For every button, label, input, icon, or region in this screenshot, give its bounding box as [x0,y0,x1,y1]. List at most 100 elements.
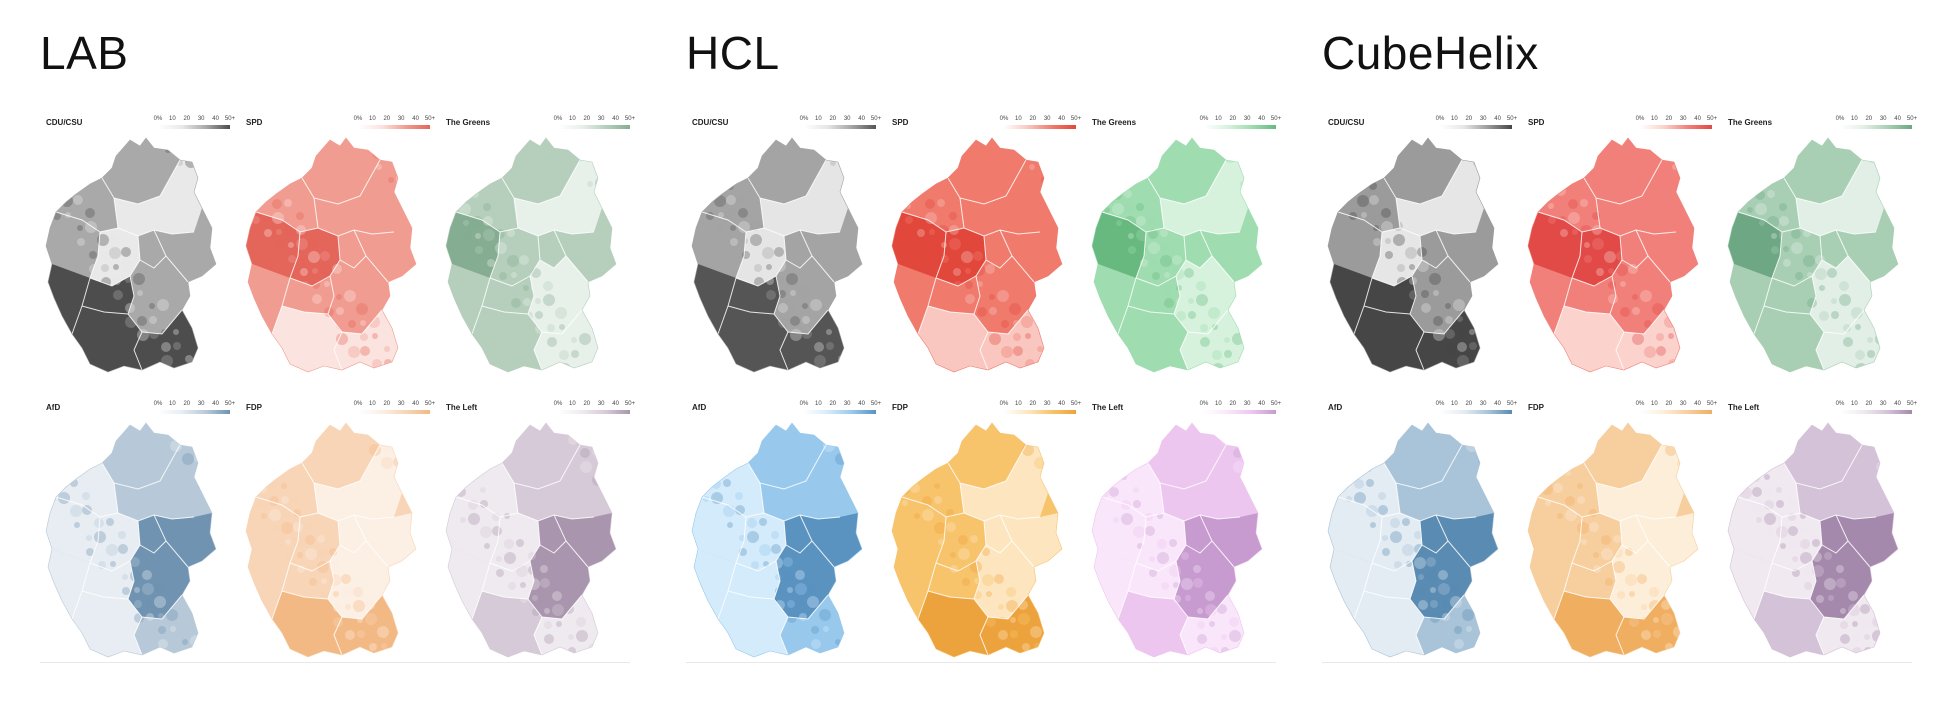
district-shade [1176,285,1182,291]
district-shade [571,363,581,372]
district-shade [1653,630,1661,638]
district-shade [1628,277,1640,289]
district-shade [1791,216,1799,224]
district-shade [308,238,318,248]
district-shade [1385,238,1391,244]
state-region [272,591,342,657]
district-shade [1196,281,1206,291]
district-shade [1454,613,1460,619]
district-shade [1848,591,1858,601]
state-region [974,541,1036,619]
state-border [735,560,777,572]
germany-choropleth [1527,422,1699,658]
district-shade [715,509,721,515]
district-shade [1864,634,1870,640]
state-region [538,228,616,282]
district-shade [1381,208,1391,218]
district-shade [312,268,318,274]
party-map: The Left 0% 10 20 30 40 50+ [1086,397,1281,662]
state-border [281,305,329,315]
district-shade [1181,552,1189,560]
district-shade [1197,621,1205,629]
state-border [1615,331,1625,371]
district-shade [1807,285,1815,293]
district-shade [1800,526,1808,534]
district-shade [699,453,707,461]
district-shade [344,290,356,302]
district-shade [305,522,313,530]
district-shade [1481,355,1489,363]
district-shade [1409,264,1415,270]
district-shade [1133,513,1143,523]
district-shade [492,526,502,536]
district-shade [1345,169,1355,179]
legend-tick: 50+ [224,116,236,122]
district-shade [1568,212,1580,224]
legend-tick: 30 [843,401,851,407]
legend-tick: 20 [383,116,391,122]
district-shade [1843,337,1853,347]
district-shade [989,307,997,315]
state-border [1537,496,1677,522]
district-shade [937,199,945,207]
state-region [774,256,836,334]
district-shade [459,190,469,200]
district-shade [576,630,588,642]
district-shade [706,199,712,205]
district-shade [1852,621,1858,627]
district-shade [1457,342,1467,352]
district-shade [742,264,752,274]
district-shade [1046,431,1052,437]
district-shade [1124,190,1132,198]
state-border [1173,235,1229,335]
country-outline [691,137,863,373]
legend-tick: 0% [999,116,1009,122]
district-shade [1779,203,1787,211]
state-region [980,595,1044,655]
legend-tick: 40 [412,116,419,122]
district-shade [1406,561,1412,567]
district-shade [898,457,906,465]
state-border [1127,590,1175,600]
district-shade [1532,359,1538,365]
district-shade [1649,587,1659,597]
panel-lab: LAB CDU/CSU 0% 10 20 30 40 50+ SPD 0% 10 20 30 40 50+ T… [40,0,640,710]
district-shade [1800,552,1812,564]
district-shade [771,544,781,554]
district-shade [1481,342,1487,348]
legend-tick: 30 [1679,116,1687,122]
district-shade [285,539,291,545]
district-shade [130,557,140,567]
color-legend: 0% 10 20 30 40 50+ [1000,401,1081,417]
district-shade [1812,539,1820,547]
district-shade [714,182,724,192]
district-shade [965,294,975,304]
state-region [1810,256,1872,334]
legend-tick: 0% [799,401,809,407]
district-shade [1888,435,1894,441]
district-shade [504,526,512,534]
state-region [918,306,988,372]
district-shade [499,272,507,280]
party-name: AfD [1328,403,1343,412]
district-shade [1100,177,1110,187]
district-shade [170,626,176,632]
district-shade [1402,518,1410,526]
state-region [1616,310,1680,370]
district-shade [1804,582,1812,590]
district-shade [170,639,178,647]
district-shade [1390,505,1398,513]
district-shade [472,530,478,536]
district-shade [1124,177,1130,183]
legend-tick: 50+ [1070,116,1082,122]
district-shade [771,531,779,539]
district-shade [1148,216,1156,224]
district-shade [1001,333,1011,343]
country-outline [1091,137,1263,373]
legend-tick: 30 [1243,116,1251,122]
district-shade [1394,548,1400,554]
state-region [134,595,198,655]
district-shade [1641,630,1651,640]
germany-choropleth [1727,137,1899,373]
district-shade [1684,177,1690,183]
